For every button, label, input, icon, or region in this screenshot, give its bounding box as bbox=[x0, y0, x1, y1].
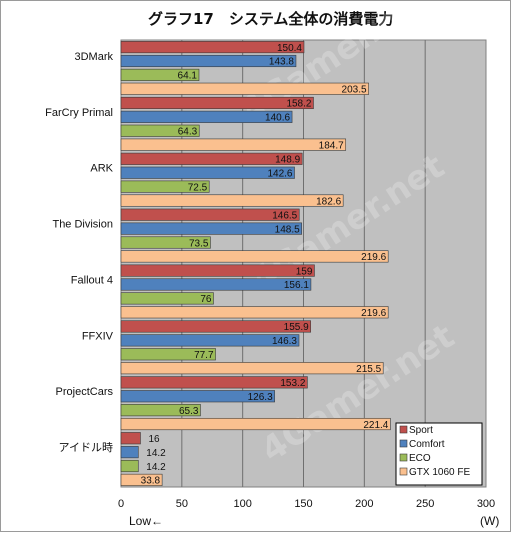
bar bbox=[120, 236, 211, 249]
category-label: FarCry Primal bbox=[45, 107, 113, 119]
bar bbox=[120, 166, 295, 179]
bar bbox=[120, 208, 300, 221]
direction-note: Low← bbox=[129, 514, 163, 528]
value-label: 16 bbox=[148, 434, 160, 445]
bar bbox=[120, 82, 369, 95]
legend-label: ECO bbox=[409, 453, 431, 464]
bar bbox=[120, 459, 139, 473]
value-label: 150.4 bbox=[277, 43, 302, 54]
x-axis-unit: (W) bbox=[480, 514, 499, 528]
value-label: 221.4 bbox=[363, 420, 388, 431]
value-label: 73.5 bbox=[189, 238, 209, 249]
bar bbox=[120, 68, 200, 81]
category-label: The Division bbox=[52, 219, 113, 231]
bar bbox=[120, 446, 139, 459]
bar bbox=[120, 473, 163, 486]
bar bbox=[120, 250, 389, 263]
bar bbox=[120, 54, 297, 68]
bar bbox=[120, 320, 311, 333]
value-label: 142.6 bbox=[267, 168, 292, 179]
category-label: FFXIV bbox=[82, 330, 114, 342]
x-tick-label: 150 bbox=[294, 498, 312, 510]
value-label: 14.2 bbox=[146, 462, 166, 473]
value-label: 146.3 bbox=[272, 336, 297, 347]
category-label: ARK bbox=[90, 163, 113, 175]
value-label: 148.5 bbox=[275, 224, 300, 235]
bar bbox=[120, 348, 216, 361]
x-tick-label: 50 bbox=[176, 498, 188, 510]
legend-swatch bbox=[399, 439, 408, 448]
value-label: 140.6 bbox=[265, 113, 290, 124]
legend-swatch bbox=[399, 425, 408, 434]
bar bbox=[120, 390, 275, 403]
bar bbox=[120, 110, 293, 123]
value-label: 64.3 bbox=[178, 127, 198, 138]
value-label: 126.3 bbox=[248, 392, 273, 403]
value-label: 182.6 bbox=[316, 196, 341, 207]
bar bbox=[120, 432, 141, 445]
value-label: 156.1 bbox=[284, 280, 309, 291]
value-label: 219.6 bbox=[361, 308, 386, 319]
bar bbox=[120, 222, 302, 235]
bar bbox=[120, 306, 389, 319]
value-label: 33.8 bbox=[141, 476, 161, 487]
category-label: ProjectCars bbox=[56, 386, 114, 398]
value-label: 155.9 bbox=[284, 322, 309, 333]
bar bbox=[120, 264, 315, 277]
bar bbox=[120, 417, 391, 431]
bars bbox=[120, 41, 391, 486]
x-tick-labels: 0 50 100 150 200 250 300 bbox=[118, 498, 495, 510]
value-label: 159 bbox=[296, 266, 313, 277]
value-label: 219.6 bbox=[361, 252, 386, 263]
x-tick-label: 0 bbox=[118, 498, 124, 510]
x-tick-label: 300 bbox=[477, 498, 495, 510]
value-label: 72.5 bbox=[188, 182, 208, 193]
value-label: 76 bbox=[200, 294, 212, 305]
value-labels: 150.4 143.8 64.1 203.5 158.2 140.6 64.3 184.7 14… bbox=[141, 43, 389, 487]
bar bbox=[120, 194, 344, 207]
bar bbox=[120, 376, 308, 389]
bar bbox=[120, 138, 347, 151]
category-label: 3DMark bbox=[74, 51, 113, 63]
value-label: 65.3 bbox=[179, 406, 199, 417]
bar bbox=[120, 362, 384, 375]
x-tick-label: 200 bbox=[355, 498, 373, 510]
bar bbox=[120, 180, 210, 193]
legend-label: Comfort bbox=[409, 439, 445, 450]
x-tick-label: 250 bbox=[416, 498, 434, 510]
legend: Sport Comfort ECO GTX 1060 FE bbox=[395, 422, 483, 486]
value-label: 14.2 bbox=[146, 448, 166, 459]
value-label: 148.9 bbox=[275, 155, 300, 166]
bar bbox=[120, 292, 214, 305]
category-labels: 3DMark FarCry Primal ARK The Division Fallou… bbox=[45, 51, 114, 454]
legend-box bbox=[395, 422, 483, 486]
value-label: 146.5 bbox=[272, 210, 297, 221]
legend-label: Sport bbox=[409, 425, 433, 436]
value-label: 203.5 bbox=[342, 85, 367, 96]
legend-swatch bbox=[399, 467, 408, 476]
bar bbox=[120, 278, 312, 291]
bar bbox=[120, 96, 314, 110]
value-label: 143.8 bbox=[269, 57, 294, 68]
x-tick-label: 100 bbox=[233, 498, 251, 510]
category-label: Fallout 4 bbox=[71, 274, 113, 286]
value-label: 64.1 bbox=[178, 71, 198, 82]
bar bbox=[120, 41, 305, 54]
legend-swatch bbox=[399, 453, 408, 462]
legend-label: GTX 1060 FE bbox=[409, 467, 470, 478]
category-label: アイドル時 bbox=[59, 441, 113, 454]
value-label: 158.2 bbox=[286, 99, 311, 110]
bar bbox=[120, 124, 200, 137]
bar bbox=[120, 334, 300, 347]
value-label: 153.2 bbox=[280, 378, 305, 389]
value-label: 215.5 bbox=[356, 364, 381, 375]
chart-title: グラフ17 システム全体の消費電力 bbox=[148, 10, 393, 28]
bar bbox=[120, 152, 303, 165]
bar bbox=[120, 404, 201, 417]
value-label: 184.7 bbox=[319, 140, 344, 151]
value-label: 77.7 bbox=[194, 350, 214, 361]
